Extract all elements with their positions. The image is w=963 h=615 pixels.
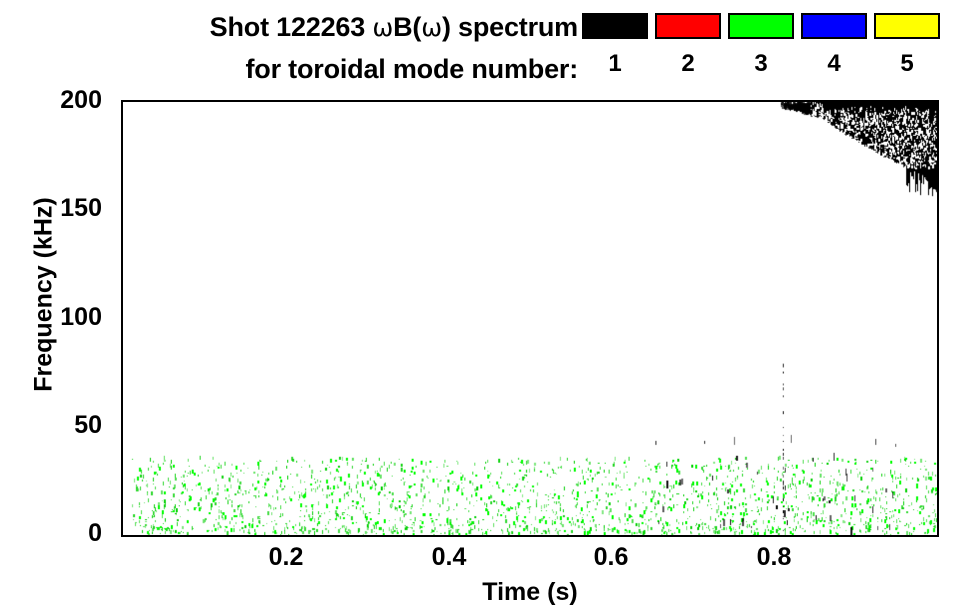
legend-entry-3[interactable]: 3 <box>728 10 794 88</box>
figure-title-block: Shot 122263 ωB(ω) spectrum for toroidal … <box>0 6 963 94</box>
title-mid: B( <box>393 12 422 42</box>
legend-swatch-5 <box>874 13 940 39</box>
legend-label-1: 1 <box>608 50 622 77</box>
y-tick-label-150: 150 <box>60 194 102 222</box>
legend-label-3: 3 <box>754 50 768 77</box>
x-tick-label-0.4: 0.4 <box>431 543 467 571</box>
spectrogram-canvas <box>123 102 937 535</box>
x-tick-label-0.6: 0.6 <box>593 543 629 571</box>
legend-entry-2[interactable]: 2 <box>655 10 721 88</box>
figure-title-line-1: Shot 122263 ωB(ω) spectrum <box>0 10 579 45</box>
legend-label-2: 2 <box>681 50 695 77</box>
legend-label-4: 4 <box>827 50 841 77</box>
legend-swatch-3 <box>728 13 794 39</box>
plot-area <box>121 100 939 537</box>
y-tick-label-50: 50 <box>74 411 102 439</box>
figure-title-line-2: for toroidal mode number: <box>245 54 578 84</box>
title-suffix: ) spectrum <box>441 12 578 42</box>
y-tick-label-200: 200 <box>60 86 102 114</box>
legend-swatch-1 <box>582 13 648 39</box>
omega-symbol-2: ω <box>421 13 442 42</box>
legend-entry-4[interactable]: 4 <box>801 10 867 88</box>
legend-entry-5[interactable]: 5 <box>874 10 940 88</box>
omega-symbol-1: ω <box>372 13 394 42</box>
x-tick-label-0.8: 0.8 <box>756 543 792 571</box>
y-tick-label-0: 0 <box>88 519 102 547</box>
title-prefix: Shot 122263 <box>209 12 373 42</box>
legend-label-5: 5 <box>900 50 914 77</box>
y-tick-label-100: 100 <box>60 303 102 331</box>
legend-entry-1[interactable]: 1 <box>582 10 648 88</box>
x-tick-label-0.2: 0.2 <box>268 543 304 571</box>
x-axis-title: Time (s) <box>482 578 578 606</box>
legend: 1 2 3 4 5 <box>582 10 952 88</box>
legend-swatch-4 <box>801 13 867 39</box>
legend-swatch-2 <box>655 13 721 39</box>
